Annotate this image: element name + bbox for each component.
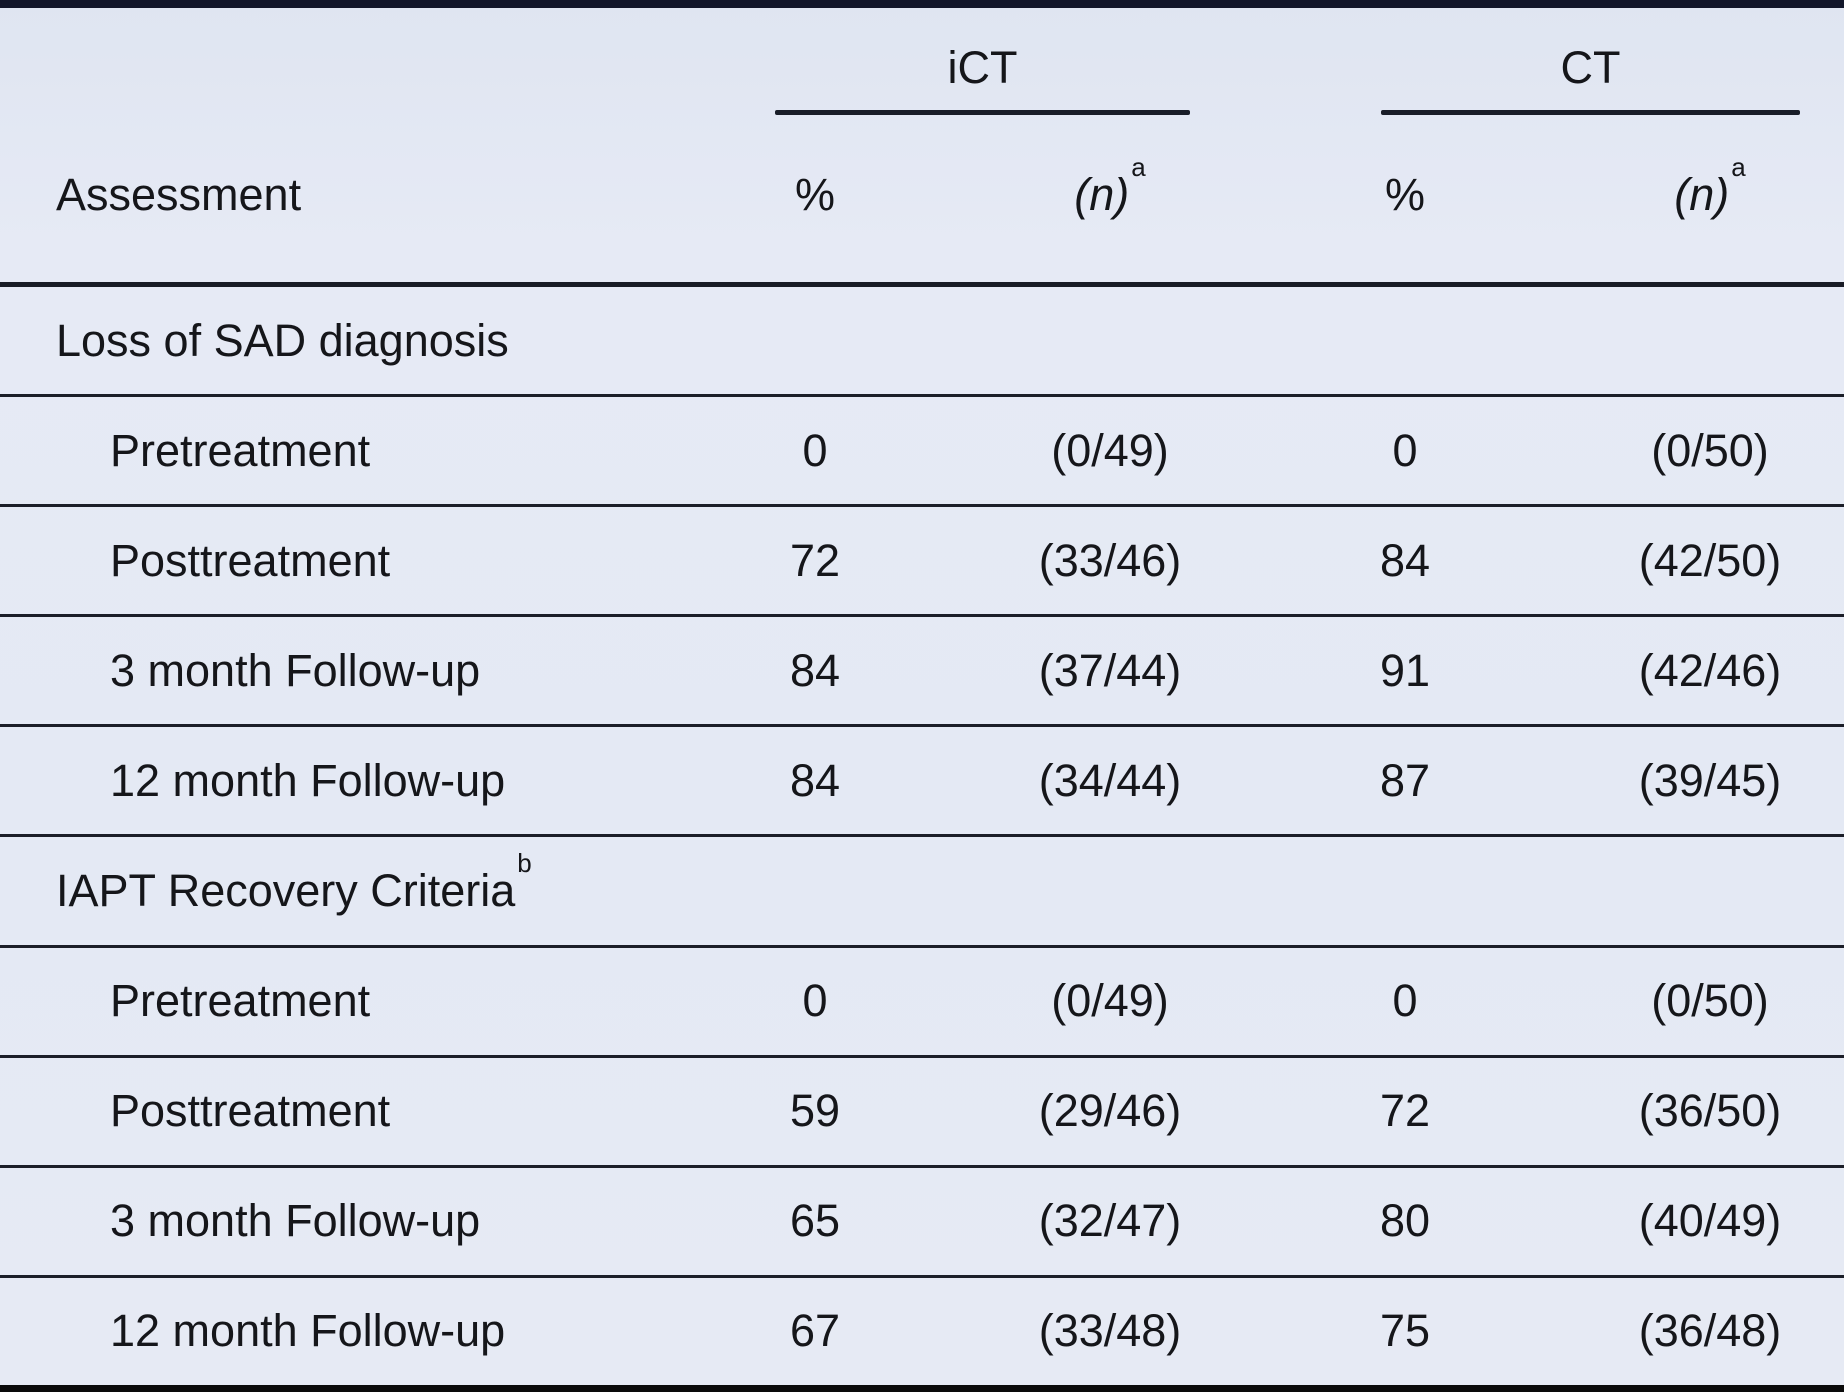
section-label: IAPT Recovery Criteriab — [0, 848, 740, 917]
column-header-assessment: Assessment — [56, 169, 302, 220]
ict-n-value: (32/47) — [1038, 1195, 1182, 1247]
ict-n-value: (33/46) — [1038, 534, 1182, 586]
ct-percent-value: 84 — [1379, 534, 1431, 586]
group-header-ict: iCT — [947, 42, 1018, 93]
ict-n-value: (34/44) — [1038, 754, 1182, 806]
ct-percent-value: 72 — [1379, 1085, 1431, 1137]
row-label: Posttreatment — [110, 1085, 391, 1137]
bottom-border-bar — [0, 1385, 1844, 1392]
table-row: Posttreatment 72 (33/46) 84 (42/50) — [0, 504, 1844, 614]
row-label: 12 month Follow-up — [110, 1305, 506, 1357]
table-row: 12 month Follow-up 84 (34/44) 87 (39/45) — [0, 724, 1844, 834]
column-header-ct-percent: % — [1384, 169, 1425, 220]
ct-n-value: (0/50) — [1651, 424, 1769, 476]
group-underline-ct — [1381, 110, 1800, 115]
group-underline-ict — [775, 110, 1190, 115]
ict-percent-value: 72 — [789, 534, 841, 586]
table-row: 3 month Follow-up 84 (37/44) 91 (42/46) — [0, 614, 1844, 724]
ct-percent-value: 0 — [1392, 424, 1418, 476]
table-row: 12 month Follow-up 67 (33/48) 75 (36/48) — [0, 1274, 1844, 1385]
row-label: Pretreatment — [110, 975, 371, 1027]
table-row: Pretreatment 0 (0/49) 0 (0/50) — [0, 944, 1844, 1055]
column-header-row: Assessment % (n)a % (n)a — [0, 152, 1844, 234]
ict-n-value: (0/49) — [1051, 424, 1169, 476]
ict-percent-value: 84 — [789, 754, 841, 806]
section-title: Loss of SAD diagnosis — [56, 314, 509, 366]
ct-percent-value: 80 — [1379, 1195, 1431, 1247]
column-header-ict-n: (n)a — [890, 152, 1310, 221]
ict-percent-value: 65 — [789, 1195, 841, 1247]
ct-n-value: (39/45) — [1638, 754, 1782, 806]
column-header-ct-n: (n)a — [1500, 152, 1844, 221]
footnote-marker-a: a — [1731, 152, 1746, 182]
ct-percent-value: 75 — [1379, 1305, 1431, 1357]
ct-n-value: (40/49) — [1638, 1195, 1782, 1247]
ct-percent-value: 0 — [1392, 975, 1418, 1027]
section-title: IAPT Recovery Criteria — [56, 865, 516, 917]
ct-percent-value: 91 — [1379, 644, 1431, 696]
ct-n-value: (42/50) — [1638, 534, 1782, 586]
ct-percent-value: 87 — [1379, 754, 1431, 806]
table-row: 3 month Follow-up 65 (32/47) 80 (40/49) — [0, 1164, 1844, 1275]
ict-percent-value: 84 — [789, 644, 841, 696]
row-label: Pretreatment — [110, 424, 371, 476]
ict-percent-value: 0 — [802, 424, 828, 476]
column-header-ict-percent: % — [794, 169, 835, 220]
ct-n-value: (0/50) — [1651, 975, 1769, 1027]
table-body: Loss of SAD diagnosis Pretreatment 0 (0/… — [0, 282, 1844, 1385]
ict-n-value: (37/44) — [1038, 644, 1182, 696]
ict-n-value: (29/46) — [1038, 1085, 1182, 1137]
row-label: 12 month Follow-up — [110, 754, 506, 806]
ict-n-value: (33/48) — [1038, 1305, 1182, 1357]
ct-n-value: (36/48) — [1638, 1305, 1782, 1357]
table-row: Pretreatment 0 (0/49) 0 (0/50) — [0, 394, 1844, 504]
ct-n-value: (36/50) — [1638, 1085, 1782, 1137]
section-label: Loss of SAD diagnosis — [0, 315, 740, 367]
n-label: (n) — [1074, 169, 1130, 220]
footnote-marker-b: b — [517, 848, 532, 879]
n-label: (n) — [1674, 169, 1730, 220]
row-label: 3 month Follow-up — [110, 1195, 481, 1247]
ict-n-value: (0/49) — [1051, 975, 1169, 1027]
section-header-row: Loss of SAD diagnosis — [0, 287, 1844, 394]
ict-percent-value: 0 — [802, 975, 828, 1027]
group-header-ct: CT — [1560, 42, 1621, 93]
footnote-marker-a: a — [1131, 152, 1146, 182]
ct-n-value: (42/46) — [1638, 644, 1782, 696]
ict-percent-value: 67 — [789, 1305, 841, 1357]
row-label: 3 month Follow-up — [110, 644, 481, 696]
section-header-row: IAPT Recovery Criteriab — [0, 834, 1844, 944]
top-border-bar — [0, 0, 1844, 8]
table-row: Posttreatment 59 (29/46) 72 (36/50) — [0, 1054, 1844, 1165]
table-header: iCT CT Assessment % (n)a % (n)a — [0, 8, 1844, 282]
row-label: Posttreatment — [110, 534, 391, 586]
ict-percent-value: 59 — [789, 1085, 841, 1137]
